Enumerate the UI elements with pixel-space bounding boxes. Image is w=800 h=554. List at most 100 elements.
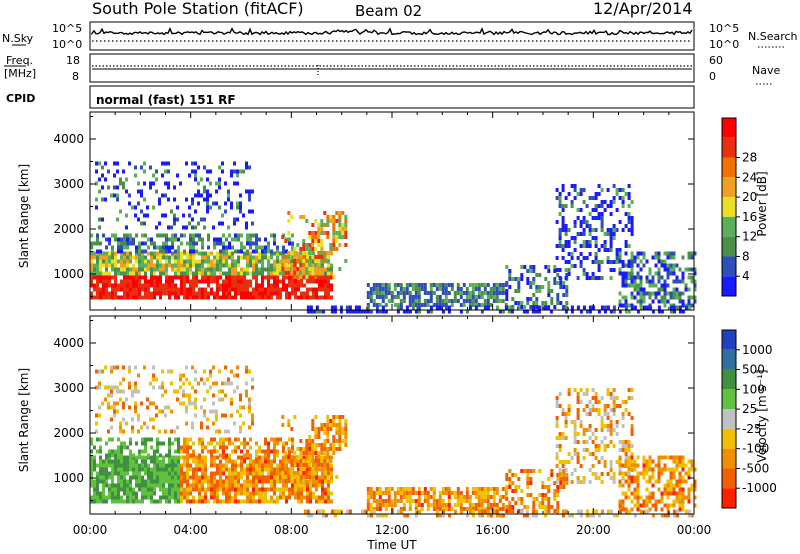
freq-tick-high: 18 — [66, 54, 80, 67]
echo-cell — [251, 413, 254, 418]
echo-cell — [156, 279, 159, 284]
echo-cell — [99, 471, 102, 476]
echo-cell — [213, 271, 216, 276]
echo-cell — [158, 385, 161, 390]
echo-cell — [96, 267, 99, 272]
echo-cell — [375, 305, 379, 310]
echo-cell — [588, 212, 592, 216]
echo-cell — [675, 463, 679, 468]
echo-cell — [177, 483, 180, 488]
echo-cell — [609, 420, 613, 424]
echo-cell — [609, 309, 613, 314]
echo-cell — [564, 244, 568, 248]
echo-cell — [90, 295, 93, 300]
echo-cell — [213, 495, 216, 500]
echo-cell — [597, 248, 601, 252]
echo-cell — [330, 267, 333, 272]
echo-cell — [432, 487, 436, 491]
echo-cell — [627, 271, 631, 276]
echo-cell — [135, 491, 138, 496]
echo-cell — [246, 279, 249, 284]
echo-cell — [111, 475, 114, 480]
echo-cell — [225, 453, 228, 458]
echo-cell — [132, 463, 135, 468]
echo-cell — [215, 381, 218, 386]
echo-cell — [291, 441, 294, 446]
echo-cell — [483, 507, 487, 511]
echo-cell — [177, 475, 180, 480]
echo-cell — [657, 479, 661, 484]
echo-cell — [273, 445, 276, 450]
echo-cell — [147, 259, 150, 264]
echo-cell — [150, 495, 153, 500]
echo-cell — [225, 487, 228, 492]
echo-cell — [285, 453, 288, 458]
echo-cell — [303, 283, 306, 288]
echo-cell — [213, 275, 216, 280]
echo-cell — [573, 428, 577, 432]
echo-cell — [648, 507, 652, 512]
echo-cell — [102, 483, 105, 488]
echo-cell — [249, 233, 252, 238]
echo-cell — [141, 475, 144, 480]
echo-cell — [411, 287, 415, 291]
echo-cell — [177, 459, 180, 464]
echo-cell — [230, 173, 233, 178]
echo-cell — [501, 487, 505, 491]
echo-cell — [291, 287, 294, 292]
echo-cell — [149, 181, 152, 186]
echo-cell — [474, 303, 478, 307]
echo-cell — [225, 467, 228, 472]
echo-cell — [213, 487, 216, 492]
echo-cell — [323, 439, 327, 443]
echo-cell — [651, 279, 655, 284]
echo-cell — [228, 453, 231, 458]
echo-cell — [535, 301, 539, 305]
echo-cell — [102, 291, 105, 296]
echo-cell — [687, 487, 691, 492]
echo-cell — [526, 473, 530, 477]
echo-cell — [687, 499, 691, 504]
echo-cell — [102, 259, 105, 264]
echo-cell — [399, 305, 403, 310]
echo-cell — [126, 255, 129, 260]
nsky-panel — [89, 21, 695, 51]
echo-cell — [576, 460, 580, 464]
echo-cell — [471, 283, 475, 287]
echo-cell — [162, 263, 165, 268]
echo-cell — [123, 295, 126, 300]
echo-cell — [243, 267, 246, 272]
echo-cell — [483, 305, 487, 310]
echo-cell — [523, 505, 527, 509]
echo-cell — [675, 459, 679, 464]
echo-cell — [258, 271, 261, 276]
echo-cell — [291, 233, 294, 238]
echo-cell — [621, 295, 625, 300]
echo-cell — [171, 455, 174, 460]
cpid-label: CPID — [6, 92, 35, 105]
echo-cell — [185, 365, 188, 370]
echo-cell — [168, 487, 171, 492]
echo-cell — [123, 491, 126, 496]
echo-cell — [630, 295, 634, 300]
echo-cell — [171, 283, 174, 288]
echo-cell — [399, 509, 403, 514]
echo-cell — [585, 276, 589, 280]
cpid-text: normal (fast) 151 RF — [96, 93, 236, 107]
echo-cell — [338, 431, 342, 435]
echo-cell — [559, 301, 563, 305]
echo-cell — [90, 233, 93, 238]
echo-cell — [176, 173, 179, 178]
echo-cell — [255, 245, 258, 250]
echo-cell — [636, 263, 640, 268]
echo-cell — [138, 453, 141, 458]
echo-cell — [687, 491, 691, 496]
echo-cell — [252, 249, 255, 254]
echo-cell — [195, 279, 198, 284]
echo-cell — [555, 480, 559, 484]
echo-cell — [189, 291, 192, 296]
echo-cell — [258, 267, 261, 272]
echo-cell — [96, 279, 99, 284]
echo-cell — [630, 220, 634, 224]
echo-cell — [243, 487, 246, 492]
